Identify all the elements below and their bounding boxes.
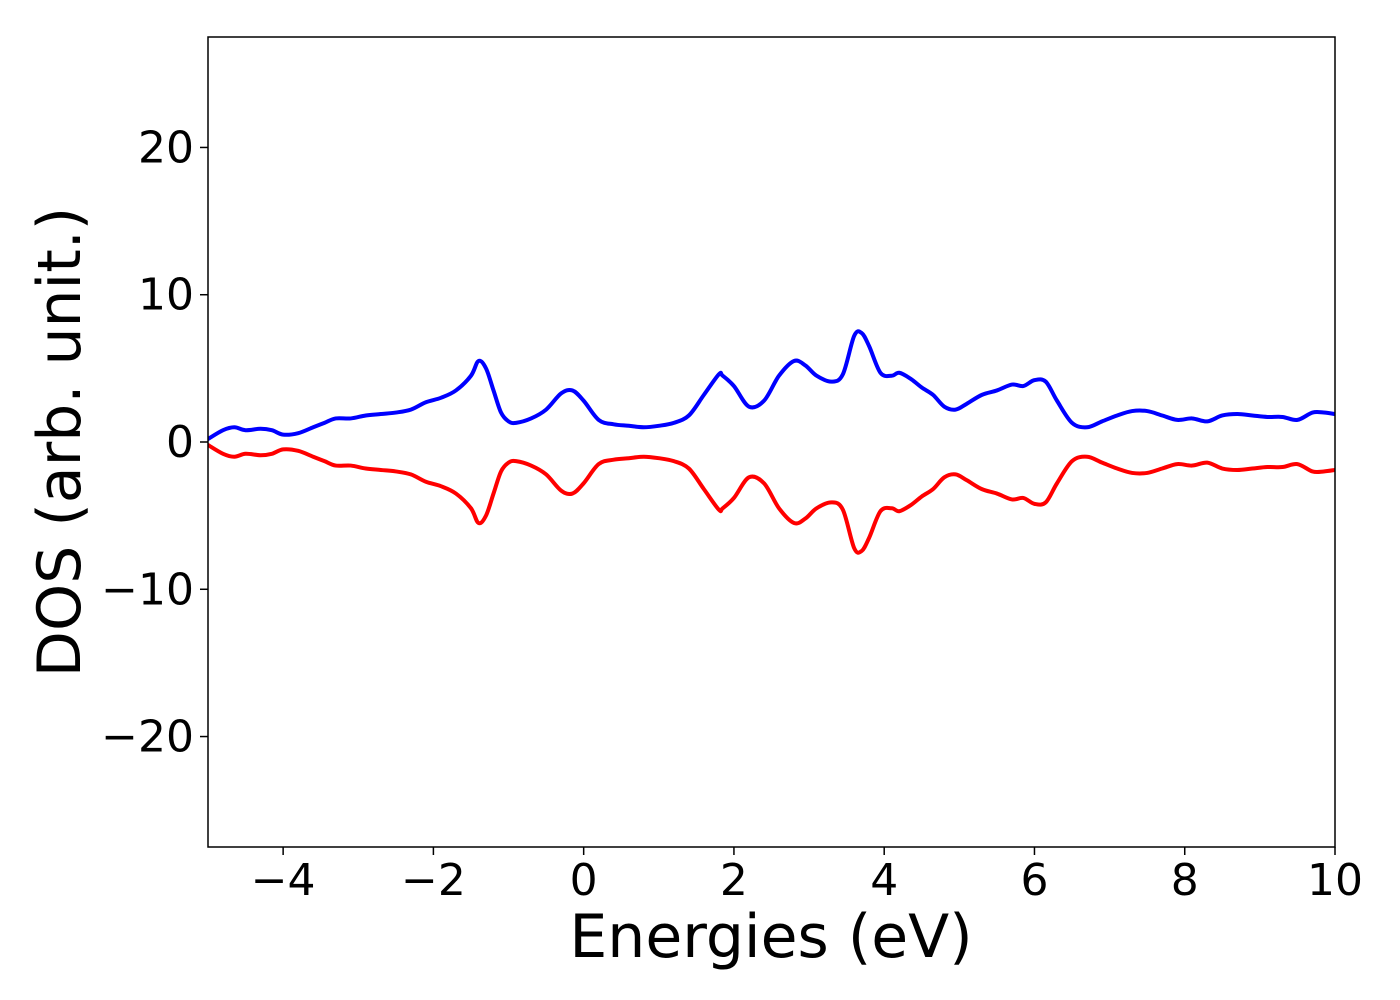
x-tick-label: −4 bbox=[251, 855, 316, 906]
plot-frame bbox=[207, 36, 1336, 848]
x-tick-label: 2 bbox=[720, 855, 748, 906]
x-tick-label: 8 bbox=[1171, 855, 1199, 906]
x-tick-label: 6 bbox=[1020, 855, 1048, 906]
series-layer bbox=[208, 329, 1335, 555]
x-tick-label: −2 bbox=[401, 855, 466, 906]
y-tick-label: −20 bbox=[101, 712, 194, 763]
y-axis: 20 10 0 −10 −20 bbox=[101, 122, 208, 763]
x-axis-title: Energies (eV) bbox=[569, 902, 972, 972]
y-tick-label: 10 bbox=[138, 270, 194, 321]
y-axis-title: DOS (arb. unit.) bbox=[25, 207, 95, 677]
series-line-1 bbox=[208, 442, 1335, 555]
x-axis: −4 −2 0 2 4 6 8 10 bbox=[251, 847, 1363, 906]
y-tick-label: 20 bbox=[138, 122, 194, 173]
y-tick-label: 0 bbox=[166, 417, 194, 468]
y-tick-label: −10 bbox=[101, 564, 194, 615]
series-line-0 bbox=[208, 329, 1335, 442]
x-tick-label: 10 bbox=[1307, 855, 1363, 906]
x-tick-label: 4 bbox=[870, 855, 898, 906]
x-tick-label: 0 bbox=[570, 855, 598, 906]
